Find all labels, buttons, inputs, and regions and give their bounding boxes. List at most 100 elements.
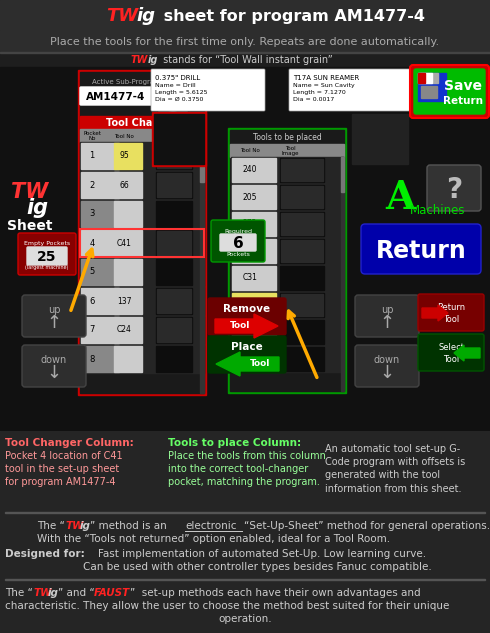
Text: ?: ?	[446, 176, 462, 204]
Text: C31: C31	[243, 273, 257, 282]
Bar	[341, 157, 344, 391]
Text: up: up	[381, 305, 393, 315]
FancyBboxPatch shape	[418, 334, 484, 371]
Bar	[0, 30, 490, 52]
Text: T17A SUN REAMER: T17A SUN REAMER	[293, 75, 359, 81]
Bar	[157, 144, 191, 168]
Text: Remove: Remove	[223, 304, 270, 314]
Text: characteristic. They allow the user to choose the method best suited for their u: characteristic. They allow the user to c…	[5, 601, 449, 611]
Bar	[280, 347, 324, 371]
Bar	[114, 288, 142, 314]
FancyBboxPatch shape	[208, 298, 286, 335]
Bar	[418, 73, 425, 83]
FancyBboxPatch shape	[361, 224, 481, 274]
Bar	[157, 231, 191, 255]
Polygon shape	[215, 314, 278, 338]
Bar	[157, 289, 191, 313]
Bar	[80, 229, 204, 257]
Bar	[114, 230, 142, 256]
Text: 6: 6	[89, 296, 95, 306]
Circle shape	[169, 112, 177, 120]
Bar	[156, 288, 192, 314]
Text: Return: Return	[376, 239, 466, 263]
Bar	[156, 230, 192, 256]
Bar	[81, 172, 119, 198]
FancyBboxPatch shape	[418, 294, 484, 331]
Bar	[157, 318, 191, 342]
FancyBboxPatch shape	[289, 69, 413, 111]
Text: 8: 8	[89, 354, 95, 363]
Text: Place the tools for the first time only. Repeats are done automatically.: Place the tools for the first time only.…	[50, 37, 440, 47]
Text: ig: ig	[136, 7, 155, 25]
Text: 137: 137	[117, 296, 131, 306]
Text: The “: The “	[37, 521, 65, 531]
Bar	[280, 212, 324, 236]
Circle shape	[160, 77, 168, 85]
FancyBboxPatch shape	[151, 69, 265, 111]
Bar	[280, 293, 324, 317]
Text: AM1477-4: AM1477-4	[86, 92, 146, 102]
Circle shape	[185, 84, 194, 92]
Text: ↑: ↑	[379, 314, 394, 332]
Text: 0.375" DRILL: 0.375" DRILL	[155, 75, 200, 81]
Text: 5: 5	[89, 268, 95, 277]
Bar	[281, 159, 323, 181]
Text: ig: ig	[26, 198, 48, 218]
Text: ig: ig	[48, 588, 59, 598]
Text: ” and “: ” and “	[58, 588, 95, 598]
Bar	[231, 319, 343, 345]
Bar	[280, 158, 324, 182]
Bar	[232, 212, 276, 236]
Text: 6: 6	[233, 235, 244, 251]
Text: ↓: ↓	[379, 364, 394, 382]
Bar	[114, 172, 142, 198]
Text: Active Sub-Program #:: Active Sub-Program #:	[92, 79, 172, 85]
Text: TW: TW	[33, 588, 51, 598]
Bar	[341, 157, 344, 192]
Bar	[231, 292, 343, 318]
Text: ↑: ↑	[47, 314, 62, 332]
Text: Place the tools from this column
into the correct tool-changer
pocket, matching : Place the tools from this column into th…	[168, 451, 326, 487]
FancyBboxPatch shape	[410, 65, 489, 118]
Text: Fast implementation of automated Set-Up. Low learning curve.: Fast implementation of automated Set-Up.…	[98, 549, 426, 559]
Text: An automatic tool set-up G-
Code program with offsets is
generated with the tool: An automatic tool set-up G- Code program…	[325, 444, 465, 494]
Circle shape	[152, 103, 161, 111]
Text: 272: 272	[243, 220, 257, 229]
Text: sheet for program AM1477-4: sheet for program AM1477-4	[158, 8, 425, 23]
Text: Tool: Tool	[250, 360, 270, 368]
Bar	[232, 158, 276, 182]
Bar	[418, 73, 432, 83]
Text: Place: Place	[231, 342, 263, 352]
Text: C45: C45	[243, 246, 258, 256]
Circle shape	[185, 103, 194, 111]
Polygon shape	[422, 305, 448, 321]
Bar	[281, 240, 323, 262]
Bar	[81, 230, 119, 256]
Text: 95: 95	[119, 151, 129, 161]
Bar	[231, 157, 343, 183]
Bar	[81, 201, 119, 227]
Bar	[232, 293, 276, 317]
Text: A: A	[385, 179, 415, 217]
Text: 3: 3	[89, 210, 95, 218]
Text: Tool: Tool	[443, 356, 459, 365]
Bar	[232, 320, 276, 344]
Text: C41: C41	[117, 239, 131, 248]
Bar	[157, 173, 191, 197]
Bar	[421, 86, 437, 98]
Bar	[114, 317, 142, 343]
Text: FAUST: FAUST	[94, 588, 130, 598]
Bar	[81, 259, 119, 285]
Bar	[80, 258, 204, 286]
Text: 4: 4	[89, 239, 95, 248]
Text: Tools to be placed: Tools to be placed	[253, 134, 321, 142]
Text: stands for “Tool Wall instant grain”: stands for “Tool Wall instant grain”	[160, 55, 333, 65]
Bar	[154, 114, 204, 164]
FancyBboxPatch shape	[211, 220, 265, 262]
Text: Dia = Ø 0.3750: Dia = Ø 0.3750	[155, 97, 203, 102]
Text: TW: TW	[11, 182, 49, 202]
FancyBboxPatch shape	[18, 233, 76, 275]
Text: operation.: operation.	[218, 614, 272, 624]
FancyBboxPatch shape	[220, 234, 256, 251]
Bar	[80, 345, 204, 373]
